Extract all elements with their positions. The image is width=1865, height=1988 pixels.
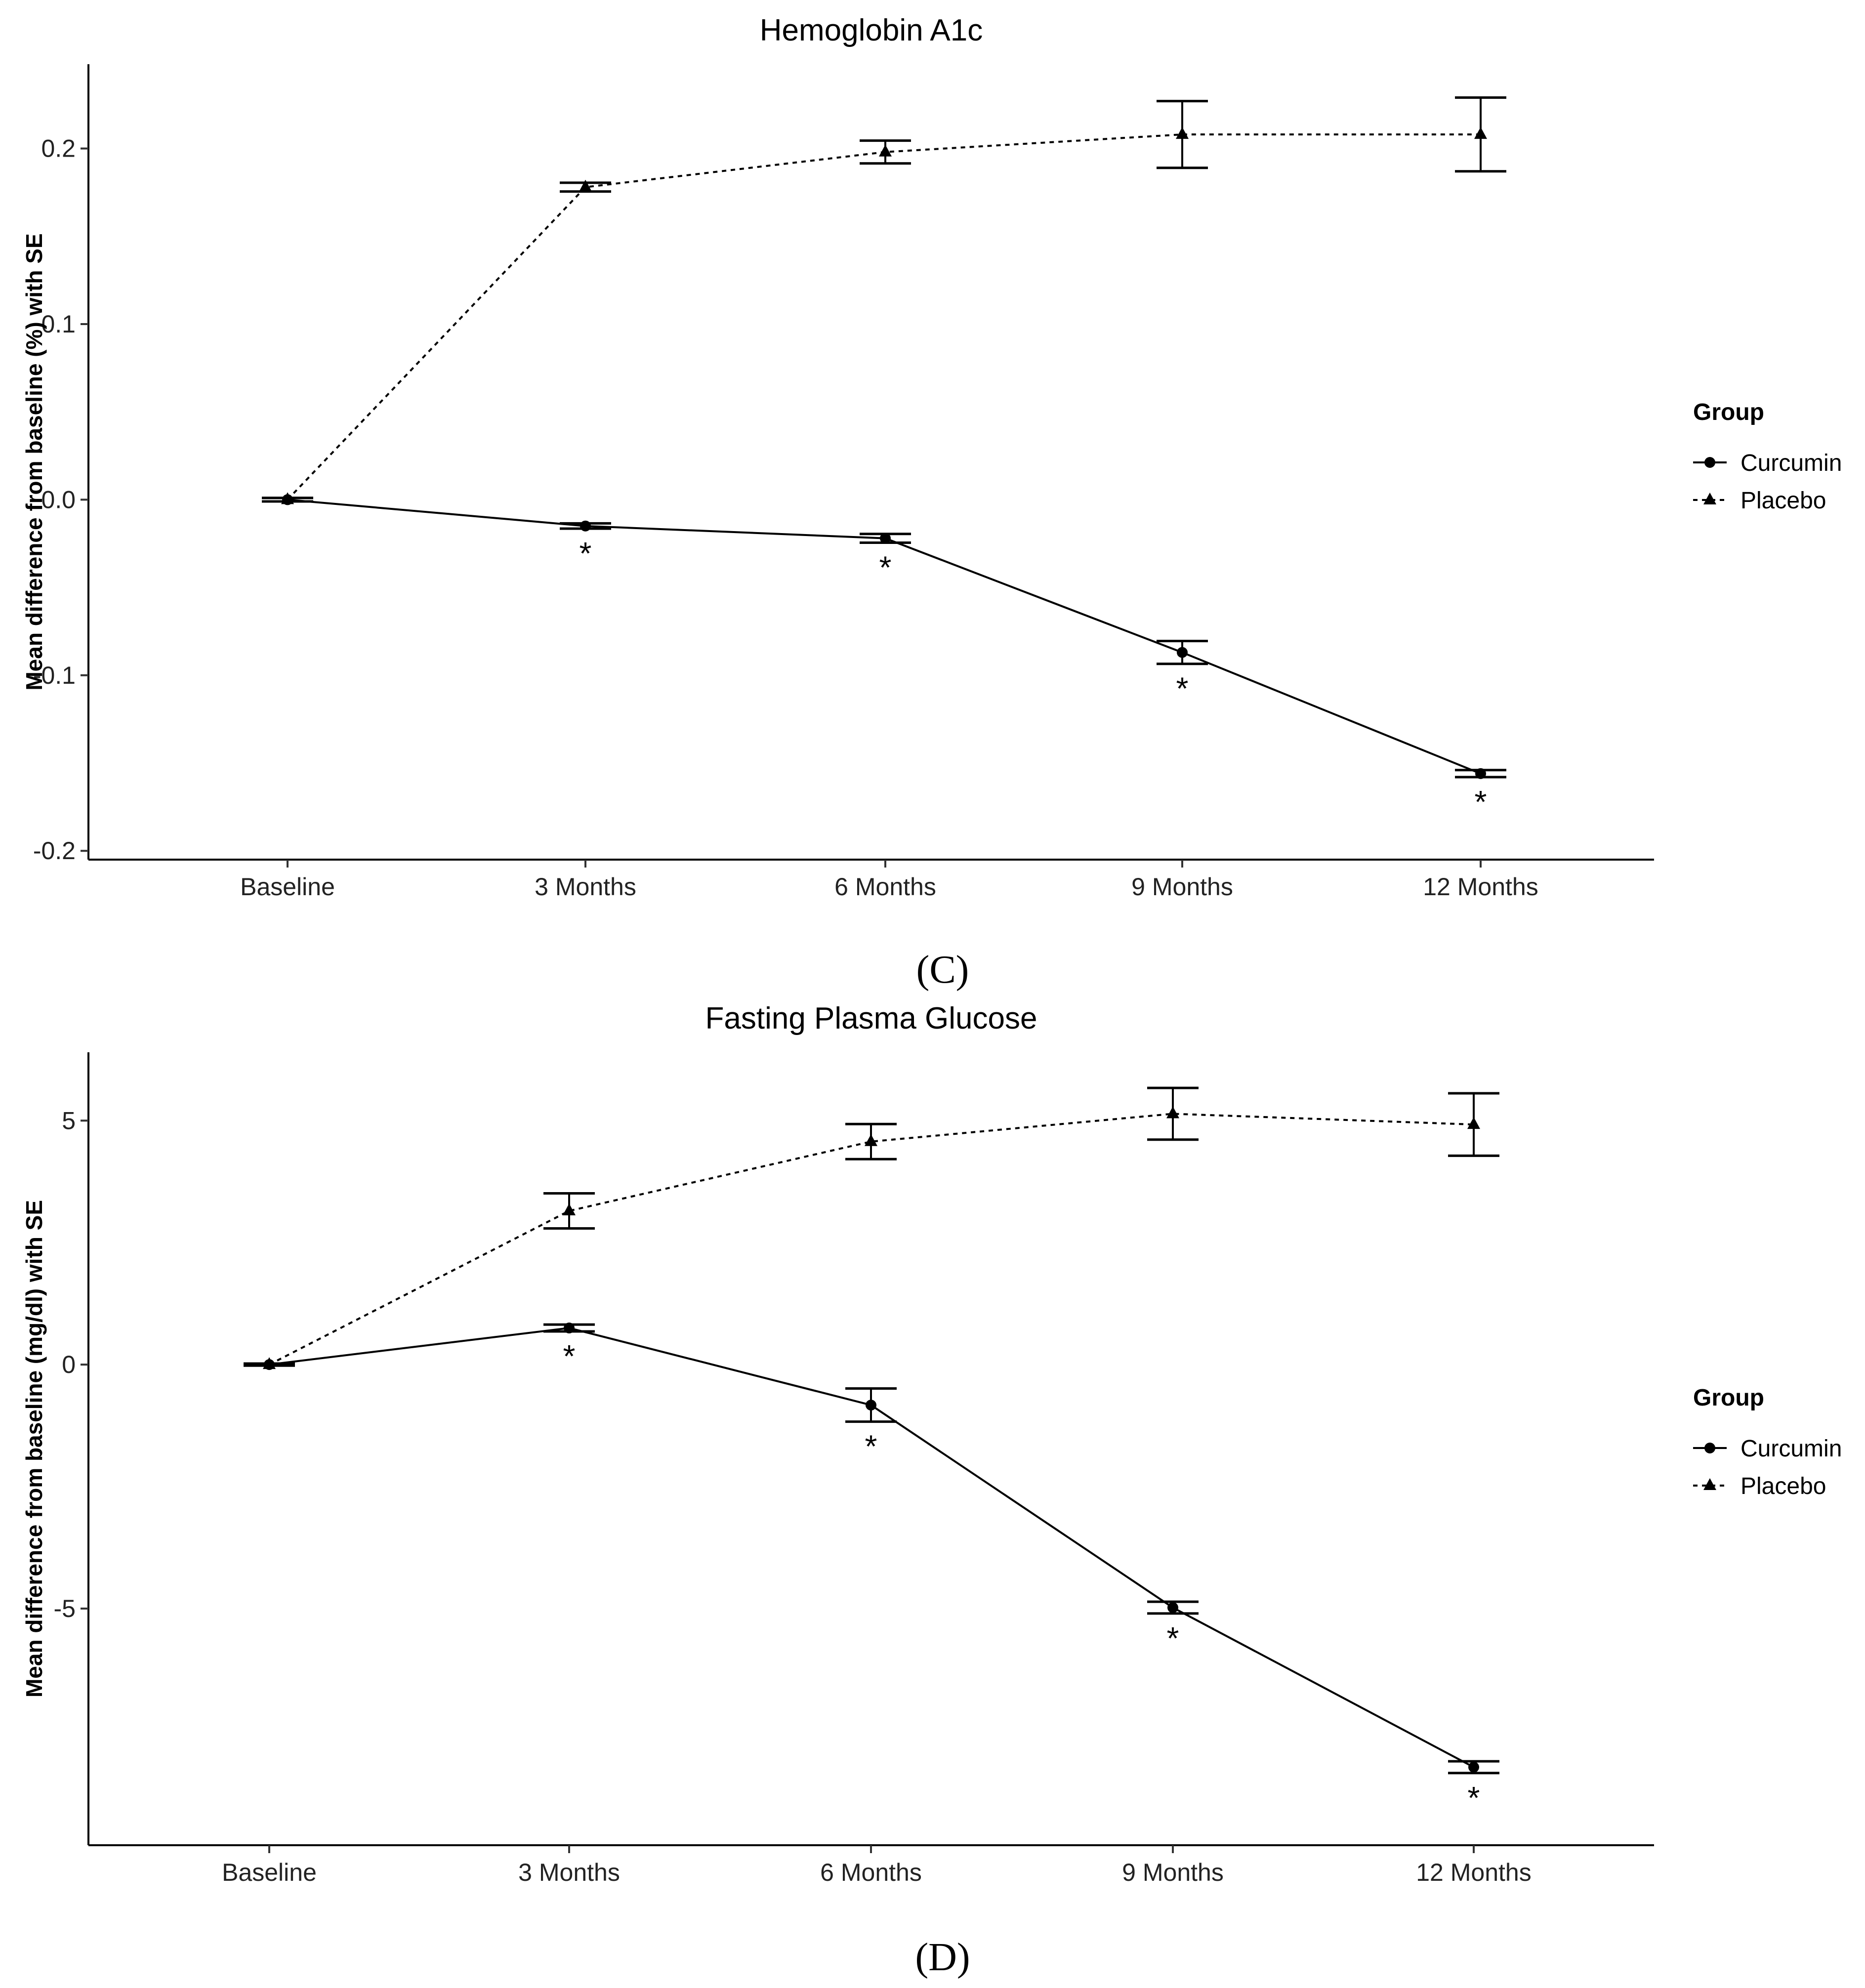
y-axis-label: Mean difference from baseline (%) with S… bbox=[21, 233, 47, 690]
significance-marker: * bbox=[1167, 1620, 1179, 1656]
series-line-placebo bbox=[269, 1113, 1474, 1366]
significance-marker: * bbox=[1176, 671, 1189, 706]
chart-title: Hemoglobin A1c bbox=[760, 13, 983, 47]
point-placebo-6-months bbox=[865, 1134, 877, 1146]
panel-label-d: (D) bbox=[915, 1936, 970, 1979]
legend-title: Group bbox=[1693, 1385, 1764, 1411]
legend-label-placebo: Placebo bbox=[1741, 488, 1826, 514]
x-tick-label: 3 Months bbox=[535, 873, 636, 901]
legend-marker-curcumin bbox=[1704, 1443, 1715, 1453]
point-placebo-9-months bbox=[1166, 1106, 1179, 1118]
chart-title: Fasting Plasma Glucose bbox=[705, 1001, 1037, 1035]
point-curcumin-3-months bbox=[580, 520, 591, 532]
point-placebo-12-months bbox=[1467, 1117, 1480, 1129]
point-placebo-6-months bbox=[879, 144, 892, 157]
y-tick-label: -0.2 bbox=[33, 837, 76, 865]
legend: Group Curcumin Placebo bbox=[1693, 399, 1842, 514]
x-tick-label: 12 Months bbox=[1416, 1859, 1531, 1886]
point-placebo-3-months bbox=[563, 1203, 576, 1215]
legend: Group Curcumin Placebo bbox=[1693, 1385, 1842, 1499]
y-tick-label: -5 bbox=[54, 1595, 76, 1622]
significance-marker: * bbox=[563, 1338, 576, 1374]
significance-marker: * bbox=[1468, 1780, 1480, 1816]
legend-marker-placebo bbox=[1703, 1478, 1716, 1490]
x-tick-label: 12 Months bbox=[1423, 873, 1538, 901]
x-tick-label: 6 Months bbox=[820, 1859, 922, 1886]
y-tick-label: 0.0 bbox=[41, 486, 76, 513]
y-tick-label: 5 bbox=[62, 1107, 76, 1134]
legend-title: Group bbox=[1693, 399, 1764, 425]
significance-marker: * bbox=[580, 536, 592, 571]
chart-fasting-plasma-glucose: Fasting Plasma Glucose -5 0 5 Baseline 3 Mont… bbox=[21, 1001, 1842, 1886]
point-curcumin-12-months bbox=[1468, 1761, 1479, 1773]
point-placebo-3-months bbox=[579, 179, 592, 192]
x-tick-label: Baseline bbox=[240, 873, 335, 901]
series-line-placebo bbox=[287, 133, 1481, 500]
x-tick-label: 3 Months bbox=[518, 1859, 620, 1886]
legend-label-curcumin: Curcumin bbox=[1741, 1436, 1842, 1462]
legend-marker-curcumin bbox=[1704, 457, 1715, 468]
significance-marker: * bbox=[865, 1429, 877, 1464]
legend-marker-placebo bbox=[1703, 493, 1716, 504]
x-tick-label: 9 Months bbox=[1131, 873, 1233, 901]
point-curcumin-9-months bbox=[1177, 647, 1188, 658]
y-tick-label: 0 bbox=[62, 1351, 76, 1378]
point-curcumin-6-months bbox=[866, 1400, 876, 1411]
y-tick-label: 0.1 bbox=[41, 310, 76, 338]
point-curcumin-6-months bbox=[880, 533, 891, 544]
x-tick-label: Baseline bbox=[222, 1859, 317, 1886]
significance-marker: * bbox=[1475, 784, 1487, 820]
panel-label-c: (C) bbox=[916, 948, 969, 992]
point-curcumin-12-months bbox=[1475, 768, 1486, 779]
point-placebo-9-months bbox=[1176, 127, 1189, 139]
point-curcumin-baseline bbox=[264, 1359, 275, 1370]
x-tick-label: 6 Months bbox=[834, 873, 936, 901]
point-curcumin-baseline bbox=[282, 494, 293, 505]
y-tick-label: -0.1 bbox=[33, 662, 76, 689]
x-tick-label: 9 Months bbox=[1122, 1859, 1224, 1886]
legend-label-curcumin: Curcumin bbox=[1741, 450, 1842, 476]
legend-label-placebo: Placebo bbox=[1741, 1473, 1826, 1499]
point-placebo-12-months bbox=[1474, 127, 1487, 139]
y-tick-label: 0.2 bbox=[41, 135, 76, 163]
point-curcumin-9-months bbox=[1167, 1602, 1178, 1613]
significance-marker: * bbox=[879, 549, 892, 585]
y-axis-label: Mean difference from baseline (mg/dl) wi… bbox=[21, 1200, 47, 1698]
point-curcumin-3-months bbox=[564, 1323, 575, 1334]
chart-hemoglobin-a1c: Hemoglobin A1c -0.2 -0.1 0.0 0.1 0.2 Baseline 3… bbox=[21, 13, 1842, 901]
